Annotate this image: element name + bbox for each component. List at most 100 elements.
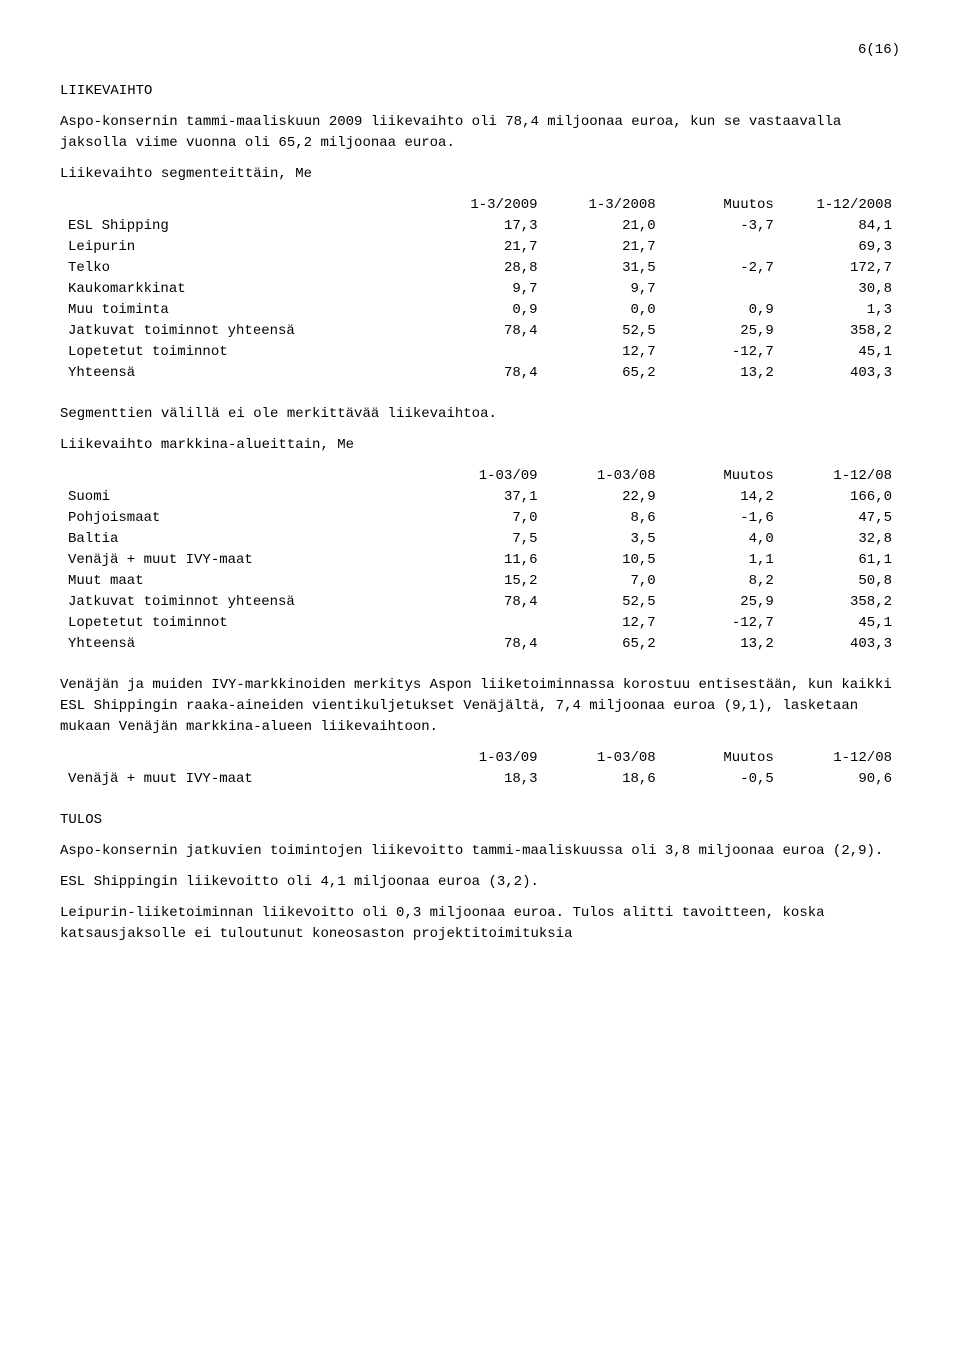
row-label: Lopetetut toiminnot bbox=[60, 613, 427, 634]
cell bbox=[664, 279, 782, 300]
row-label: Suomi bbox=[60, 487, 427, 508]
table-row: Muu toiminta0,90,00,91,3 bbox=[60, 300, 900, 321]
cell: 31,5 bbox=[546, 258, 664, 279]
cell bbox=[664, 237, 782, 258]
table-header-row: 1-3/2009 1-3/2008 Muutos 1-12/2008 bbox=[60, 195, 900, 216]
col-header: Muutos bbox=[664, 748, 782, 769]
cell: 78,4 bbox=[427, 592, 545, 613]
cell: 45,1 bbox=[782, 613, 900, 634]
col-header: Muutos bbox=[664, 195, 782, 216]
row-label: Jatkuvat toiminnot yhteensä bbox=[60, 592, 427, 613]
cell: -0,5 bbox=[664, 769, 782, 790]
russia-paragraph: Venäjän ja muiden IVY-markkinoiden merki… bbox=[60, 675, 900, 738]
cell: 18,3 bbox=[427, 769, 545, 790]
cell: 0,9 bbox=[664, 300, 782, 321]
table1-title: Liikevaihto segmenteittäin, Me bbox=[60, 164, 900, 185]
cell: 7,0 bbox=[427, 508, 545, 529]
cell: 1,1 bbox=[664, 550, 782, 571]
cell: 78,4 bbox=[427, 321, 545, 342]
cell: 9,7 bbox=[427, 279, 545, 300]
table-row: Lopetetut toiminnot12,7-12,745,1 bbox=[60, 342, 900, 363]
cell: 21,0 bbox=[546, 216, 664, 237]
cell bbox=[427, 613, 545, 634]
cell: 18,6 bbox=[546, 769, 664, 790]
tulos-p3: Leipurin-liiketoiminnan liikevoitto oli … bbox=[60, 903, 900, 945]
cell: 3,5 bbox=[546, 529, 664, 550]
cell: 65,2 bbox=[546, 363, 664, 384]
table-row: Telko28,831,5-2,7172,7 bbox=[60, 258, 900, 279]
cell: 52,5 bbox=[546, 321, 664, 342]
row-label: Muu toiminta bbox=[60, 300, 427, 321]
cell: 11,6 bbox=[427, 550, 545, 571]
cell: 37,1 bbox=[427, 487, 545, 508]
cell: 13,2 bbox=[664, 363, 782, 384]
table-header-row: 1-03/09 1-03/08 Muutos 1-12/08 bbox=[60, 748, 900, 769]
cell: -12,7 bbox=[664, 342, 782, 363]
row-label: Baltia bbox=[60, 529, 427, 550]
row-label: Kaukomarkkinat bbox=[60, 279, 427, 300]
cell: 45,1 bbox=[782, 342, 900, 363]
cell: 358,2 bbox=[782, 321, 900, 342]
cell: 17,3 bbox=[427, 216, 545, 237]
market-area-table: 1-03/09 1-03/08 Muutos 1-12/08 Suomi37,1… bbox=[60, 466, 900, 655]
segment-table: 1-3/2009 1-3/2008 Muutos 1-12/2008 ESL S… bbox=[60, 195, 900, 384]
cell: 69,3 bbox=[782, 237, 900, 258]
col-header: Muutos bbox=[664, 466, 782, 487]
tulos-p2: ESL Shippingin liikevoitto oli 4,1 miljo… bbox=[60, 872, 900, 893]
segment-note: Segmenttien välillä ei ole merkittävää l… bbox=[60, 404, 900, 425]
row-label: Yhteensä bbox=[60, 363, 427, 384]
table-row: Muut maat15,27,08,250,8 bbox=[60, 571, 900, 592]
cell: 0,9 bbox=[427, 300, 545, 321]
row-label: Yhteensä bbox=[60, 634, 427, 655]
row-label: Pohjoismaat bbox=[60, 508, 427, 529]
cell: -12,7 bbox=[664, 613, 782, 634]
table-row: Yhteensä78,465,213,2403,3 bbox=[60, 363, 900, 384]
row-label: Leipurin bbox=[60, 237, 427, 258]
table-row: Suomi37,122,914,2166,0 bbox=[60, 487, 900, 508]
col-header: 1-3/2008 bbox=[546, 195, 664, 216]
row-label: Lopetetut toiminnot bbox=[60, 342, 427, 363]
table-row: Venäjä + muut IVY-maat18,318,6-0,590,6 bbox=[60, 769, 900, 790]
cell: 61,1 bbox=[782, 550, 900, 571]
col-header: 1-03/08 bbox=[546, 748, 664, 769]
cell: 21,7 bbox=[546, 237, 664, 258]
table-row: Yhteensä78,465,213,2403,3 bbox=[60, 634, 900, 655]
cell: 84,1 bbox=[782, 216, 900, 237]
row-label: Venäjä + muut IVY-maat bbox=[60, 550, 427, 571]
cell: 78,4 bbox=[427, 634, 545, 655]
cell: 15,2 bbox=[427, 571, 545, 592]
cell: 7,0 bbox=[546, 571, 664, 592]
cell: 9,7 bbox=[546, 279, 664, 300]
cell: 358,2 bbox=[782, 592, 900, 613]
cell: 0,0 bbox=[546, 300, 664, 321]
page-number: 6(16) bbox=[60, 40, 900, 61]
table2-title: Liikevaihto markkina-alueittain, Me bbox=[60, 435, 900, 456]
russia-table: 1-03/09 1-03/08 Muutos 1-12/08 Venäjä + … bbox=[60, 748, 900, 790]
table-row: Lopetetut toiminnot 12,7-12,745,1 bbox=[60, 613, 900, 634]
intro-paragraph: Aspo-konsernin tammi-maaliskuun 2009 lii… bbox=[60, 112, 900, 154]
cell: 172,7 bbox=[782, 258, 900, 279]
cell: 65,2 bbox=[546, 634, 664, 655]
cell: 10,5 bbox=[546, 550, 664, 571]
cell: 47,5 bbox=[782, 508, 900, 529]
cell: 14,2 bbox=[664, 487, 782, 508]
table-row: Baltia7,53,54,032,8 bbox=[60, 529, 900, 550]
col-header: 1-03/09 bbox=[427, 466, 545, 487]
cell: 7,5 bbox=[427, 529, 545, 550]
table-header-row: 1-03/09 1-03/08 Muutos 1-12/08 bbox=[60, 466, 900, 487]
cell: 8,6 bbox=[546, 508, 664, 529]
col-header: 1-12/08 bbox=[782, 466, 900, 487]
cell: -1,6 bbox=[664, 508, 782, 529]
table-row: ESL Shipping17,321,0-3,784,1 bbox=[60, 216, 900, 237]
col-header: 1-3/2009 bbox=[427, 195, 545, 216]
cell: 12,7 bbox=[546, 613, 664, 634]
row-label: Telko bbox=[60, 258, 427, 279]
table-row: Leipurin21,721,769,3 bbox=[60, 237, 900, 258]
cell: 28,8 bbox=[427, 258, 545, 279]
tulos-p1: Aspo-konsernin jatkuvien toimintojen lii… bbox=[60, 841, 900, 862]
cell: 4,0 bbox=[664, 529, 782, 550]
cell: 30,8 bbox=[782, 279, 900, 300]
section-title-liikevaihto: LIIKEVAIHTO bbox=[60, 81, 900, 102]
row-label: ESL Shipping bbox=[60, 216, 427, 237]
cell: -3,7 bbox=[664, 216, 782, 237]
